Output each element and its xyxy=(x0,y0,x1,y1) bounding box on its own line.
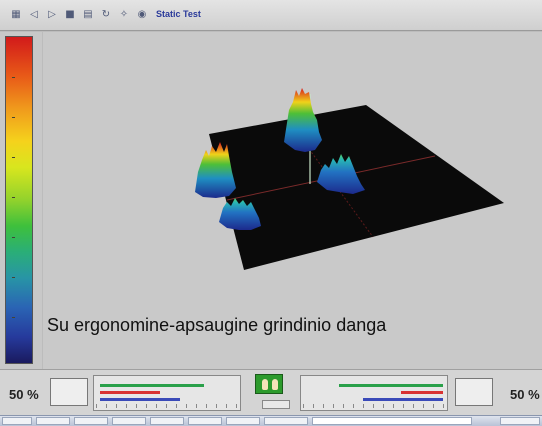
right-foot-icon xyxy=(272,379,278,390)
left-percent: 50 % xyxy=(9,387,39,402)
right-balance-meter xyxy=(300,375,448,411)
taskbar xyxy=(0,415,542,426)
feet-indicator[interactable] xyxy=(255,374,283,394)
rotate-icon[interactable]: ↻ xyxy=(101,9,111,20)
grid-icon[interactable]: ▦ xyxy=(11,9,21,20)
scale-tick xyxy=(12,197,15,198)
pressure-peak xyxy=(284,88,322,152)
scale-tick xyxy=(12,77,15,78)
left-balance-meter xyxy=(93,375,241,411)
plot-caption: Su ergonomine-apsaugine grindinio danga xyxy=(47,315,387,335)
taskbar-item[interactable] xyxy=(150,417,184,425)
meter-scale xyxy=(96,404,238,408)
pressure-peak xyxy=(219,198,261,230)
reset-button[interactable] xyxy=(262,400,290,409)
right-percent: 50 % xyxy=(510,387,540,402)
print-icon[interactable]: ▤ xyxy=(83,9,93,20)
start-button[interactable] xyxy=(2,417,32,425)
scale-tick xyxy=(12,157,15,158)
meter-scale xyxy=(303,404,445,408)
taskbar-search[interactable] xyxy=(312,417,472,425)
left-green-bar xyxy=(100,384,204,387)
right-green-bar xyxy=(339,384,443,387)
save-icon[interactable]: ■ xyxy=(65,9,75,20)
taskbar-item[interactable] xyxy=(188,417,222,425)
color-scale-bar xyxy=(5,36,33,364)
left-foot-icon xyxy=(262,379,268,390)
right-red-bar xyxy=(401,391,443,394)
app-title: Static Test xyxy=(156,9,201,19)
pressure-peak xyxy=(317,154,365,194)
back-icon[interactable]: ◁ xyxy=(30,9,38,20)
toolbar: ▦ ◁ ▷ ■ ▤ ↻ ✧ ◉ Static Test xyxy=(0,0,542,31)
settings-icon[interactable]: ✧ xyxy=(119,9,129,20)
system-tray xyxy=(500,417,540,425)
taskbar-item[interactable] xyxy=(112,417,146,425)
balance-panel: 50 % 50 % xyxy=(0,369,542,415)
left-blue-bar xyxy=(100,398,180,401)
taskbar-item[interactable] xyxy=(264,417,308,425)
camera-icon[interactable]: ◉ xyxy=(137,9,147,20)
left-settings-box[interactable] xyxy=(50,378,88,406)
scale-tick xyxy=(12,117,15,118)
right-blue-bar xyxy=(363,398,443,401)
scale-tick xyxy=(12,317,15,318)
taskbar-item[interactable] xyxy=(36,417,70,425)
taskbar-item[interactable] xyxy=(74,417,108,425)
right-settings-box[interactable] xyxy=(455,378,493,406)
color-scale xyxy=(0,32,42,369)
left-red-bar xyxy=(100,391,160,394)
taskbar-item[interactable] xyxy=(226,417,260,425)
forward-icon[interactable]: ▷ xyxy=(48,9,56,20)
pressure-plot-3d[interactable]: Su ergonomine-apsaugine grindinio danga xyxy=(43,32,542,369)
scale-tick xyxy=(12,237,15,238)
pressure-peak xyxy=(195,142,236,198)
pressure-surface xyxy=(195,88,504,270)
scale-tick xyxy=(12,277,15,278)
